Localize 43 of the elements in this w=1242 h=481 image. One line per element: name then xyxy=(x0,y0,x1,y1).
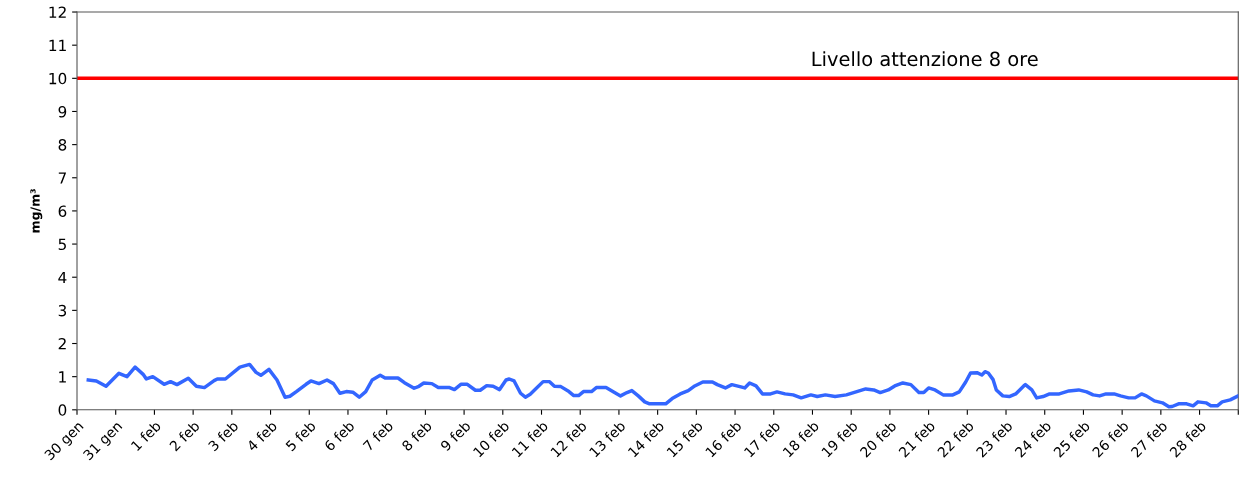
y-tick-label: 10 xyxy=(49,72,67,85)
y-tick-label: 8 xyxy=(58,139,67,151)
x-tick-label: 14 feb xyxy=(627,420,665,458)
y-tick-label: 7 xyxy=(58,172,66,184)
x-tick-label: 28 feb xyxy=(1168,420,1207,458)
x-tick-label: 26 feb xyxy=(1091,420,1130,458)
x-tick-label: 3 feb xyxy=(207,420,239,452)
x-tick-label: 17 feb xyxy=(743,420,781,458)
x-tick-label: 1 feb xyxy=(130,420,162,452)
y-tick-label: 2 xyxy=(58,337,66,350)
y-tick-label: 0 xyxy=(58,404,67,416)
x-tick-label: 10 feb xyxy=(472,420,510,458)
x-tick-label: 13 feb xyxy=(588,420,626,458)
x-tick-label: 8 feb xyxy=(400,420,433,452)
y-tick-label: 12 xyxy=(49,6,66,18)
x-tick-label: 16 feb xyxy=(704,420,743,458)
y-tick-label: 6 xyxy=(58,205,67,217)
y-tick-label: 5 xyxy=(58,238,66,251)
x-tick-label: 24 feb xyxy=(1014,420,1052,458)
x-tick-label: 9 feb xyxy=(439,420,472,452)
x-tick-label: 22 feb xyxy=(936,420,975,458)
x-tick-label: 6 feb xyxy=(323,420,356,452)
x-tick-label: 15 feb xyxy=(666,420,704,458)
x-tick-label: 27 feb xyxy=(1130,420,1168,458)
y-axis-title: mg/m³ xyxy=(30,189,43,233)
x-tick-label: 12 feb xyxy=(549,420,588,458)
y-tick-label: 9 xyxy=(58,105,67,118)
x-tick-label: 20 feb xyxy=(859,420,897,458)
x-tick-label: 18 feb xyxy=(782,420,820,458)
x-tick-label: 25 feb xyxy=(1052,420,1091,458)
x-tick-label: 11 feb xyxy=(511,420,549,458)
ref-line-label: Livello attenzione 8 ore xyxy=(812,51,1038,67)
x-tick-label: 23 feb xyxy=(975,420,1014,458)
y-tick-label: 3 xyxy=(58,304,67,317)
x-tick-label: 5 feb xyxy=(284,420,317,452)
x-tick-label: 2 feb xyxy=(168,420,201,452)
x-tick-label: 19 feb xyxy=(820,420,859,458)
x-tick-label: 4 feb xyxy=(245,420,278,452)
x-tick-label: 7 feb xyxy=(362,420,394,452)
y-tick-label: 1 xyxy=(59,371,66,383)
x-tick-label: 21 feb xyxy=(897,420,936,458)
y-tick-label: 4 xyxy=(58,271,67,284)
y-tick-label: 11 xyxy=(49,39,66,51)
